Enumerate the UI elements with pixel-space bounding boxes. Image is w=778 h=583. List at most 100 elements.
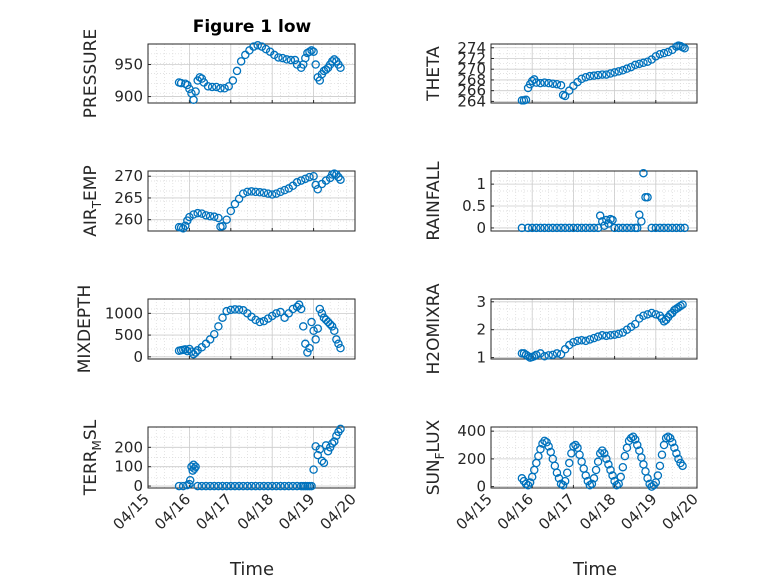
data-point: [272, 189, 281, 198]
data-point: [668, 437, 677, 447]
data-point: [332, 335, 341, 344]
data-point: [276, 187, 285, 197]
data-point: [185, 476, 195, 485]
data-point: [674, 454, 683, 464]
data-point: [614, 67, 623, 76]
data-point: [606, 69, 615, 78]
data-point: [325, 319, 335, 329]
data-point: [251, 315, 260, 325]
x-tick-label: 04/20: [317, 490, 360, 533]
data-point: [655, 461, 665, 471]
data-point: [544, 223, 553, 233]
y-tick-label: 270: [114, 167, 143, 185]
data-point: [222, 306, 231, 316]
axes-box: [147, 426, 356, 489]
data-point: [663, 47, 673, 57]
subplot-3: 260 265 270 AIRTEMP: [81, 165, 356, 237]
data-point: [243, 481, 252, 491]
data-point: [597, 331, 607, 340]
data-point: [573, 336, 582, 346]
data-point: [626, 433, 636, 443]
data-point: [195, 73, 204, 82]
data-point: [661, 433, 671, 443]
data-point: [280, 185, 289, 195]
data-point: [643, 193, 652, 202]
data-point: [581, 223, 591, 233]
data-point: [218, 221, 227, 231]
data-point: [191, 348, 200, 357]
data-point: [238, 189, 248, 198]
axes-box: [147, 298, 356, 360]
data-point: [319, 458, 329, 468]
data-point: [562, 468, 572, 477]
data-point: [678, 300, 687, 309]
subplot-5: 0 500 1000 MIXDEPTH: [75, 285, 356, 373]
data-point: [267, 311, 277, 321]
x-tick-label: 04/20: [659, 490, 702, 533]
data-point: [189, 210, 198, 219]
data-point: [247, 481, 256, 491]
data-point: [224, 82, 233, 91]
y-axis-label: RAINFALL: [424, 161, 444, 241]
y-tick-label: 2: [476, 321, 486, 339]
data-point: [657, 450, 667, 459]
data-point: [585, 335, 595, 344]
data-point: [602, 454, 611, 464]
figure-title: Figure 1 low: [193, 17, 312, 37]
data-point: [614, 223, 623, 233]
data-point: [214, 322, 223, 331]
data-point: [311, 335, 320, 344]
data-point: [238, 481, 248, 491]
data-point: [523, 223, 533, 233]
data-point: [214, 213, 223, 223]
data-point: [610, 330, 619, 339]
data-point: [668, 223, 677, 233]
data-point: [540, 436, 549, 446]
data-point: [296, 304, 306, 314]
data-point: [622, 223, 632, 233]
x-tick-label: 04/17: [192, 490, 235, 533]
data-point: [581, 336, 591, 346]
data-point: [544, 442, 553, 451]
data-point: [639, 311, 648, 320]
y-tick-label: 1: [476, 175, 486, 193]
data-point: [298, 322, 308, 331]
data-point: [585, 223, 595, 233]
data-point: [311, 180, 320, 190]
y-tick-label: 100: [114, 458, 143, 476]
data-point: [251, 481, 260, 491]
data-point: [606, 465, 615, 475]
data-point: [247, 187, 256, 196]
data-point: [602, 331, 611, 341]
data-point: [230, 481, 240, 491]
data-point: [618, 462, 628, 472]
data-point: [336, 424, 345, 434]
data-point: [585, 480, 595, 490]
data-point: [643, 57, 652, 66]
data-point: [651, 310, 661, 319]
data-point: [608, 471, 617, 480]
data-point: [626, 62, 636, 72]
x-tick-label: 04/16: [151, 490, 194, 533]
subplot-6: 1 2 3 H2OMIXRA: [424, 283, 698, 375]
data-point: [267, 481, 277, 491]
data-point: [633, 440, 642, 450]
y-tick-label: 950: [114, 56, 143, 74]
data-point: [614, 329, 623, 339]
data-point: [205, 481, 215, 491]
data-point: [589, 333, 599, 343]
data-point: [330, 437, 339, 446]
data-point: [259, 316, 269, 326]
data-point: [257, 42, 267, 51]
data-point: [618, 223, 628, 233]
data-point: [589, 71, 599, 80]
x-tick-label: 04/15: [453, 490, 496, 533]
data-point: [315, 445, 325, 454]
data-point: [253, 41, 262, 50]
data-point: [276, 307, 285, 317]
data-point: [307, 317, 316, 327]
data-point: [309, 171, 318, 181]
x-tick-label: 04/19: [275, 490, 318, 533]
